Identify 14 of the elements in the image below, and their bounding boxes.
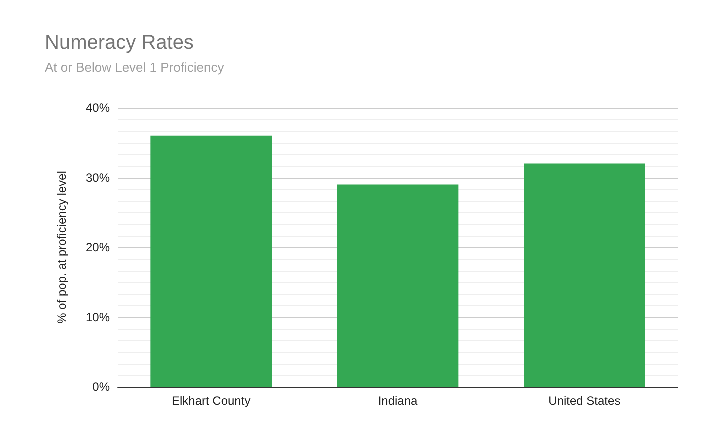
y-tick-label: 10% [86,310,110,324]
y-tick-label: 40% [86,101,110,115]
bar [337,184,459,387]
x-tick-label: Elkhart County [172,394,251,408]
y-axis-title: % of pop. at proficiency level [55,171,69,324]
y-tick-label: 0% [92,380,110,394]
y-tick-label: 30% [86,170,110,185]
x-tick-label: United States [548,394,621,408]
bar [150,136,272,387]
bar [524,164,646,387]
chart-title: Numeracy Rates [45,32,194,54]
x-tick-label: Indiana [378,394,418,408]
chart-subtitle: At or Below Level 1 Proficiency [45,60,225,75]
y-tick-label: 20% [86,240,110,254]
